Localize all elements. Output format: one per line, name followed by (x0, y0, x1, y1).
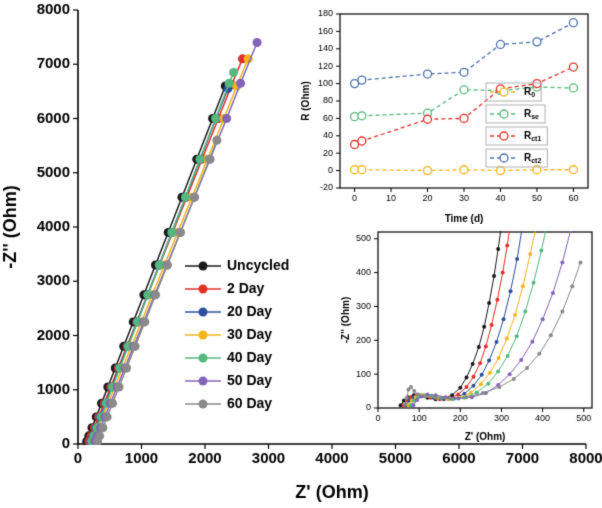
zoomed-nyquist-inset-chart (338, 226, 600, 442)
resistance-vs-time-inset-chart (298, 6, 598, 224)
